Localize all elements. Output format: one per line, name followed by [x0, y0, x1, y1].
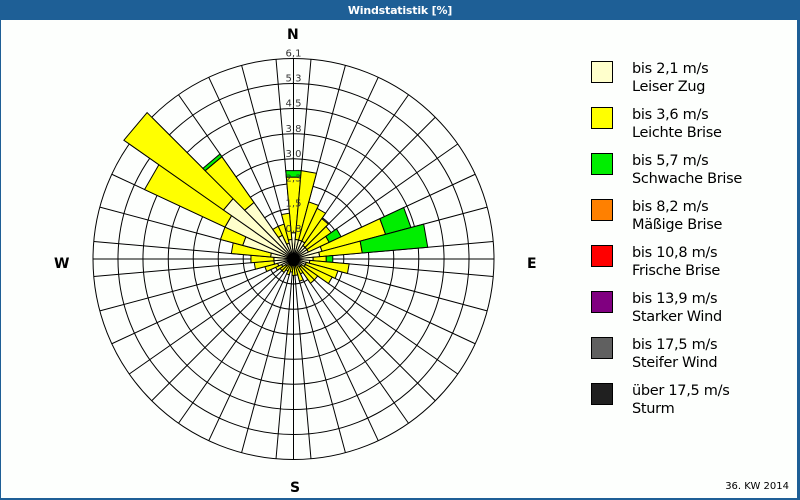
legend-range: bis 5,7 m/s [632, 153, 709, 169]
legend-range: bis 13,9 m/s [632, 291, 718, 307]
legend-swatch [591, 337, 613, 359]
legend-range: über 17,5 m/s [632, 383, 730, 399]
legend-swatch [591, 107, 613, 129]
wind-rose-chart: 0,8 1,5 2,3 3,0 3,8 4,5 5,3 6,1 [92, 49, 495, 460]
legend-label: bis 2,1 m/s Leiser Zug [632, 60, 709, 96]
legend-label: bis 3,6 m/s Leichte Brise [632, 106, 722, 142]
legend-swatch [591, 383, 613, 405]
petal-segment [301, 207, 327, 244]
ring-label: 3,8 [286, 124, 302, 135]
legend-category: Mäßige Brise [632, 217, 723, 233]
legend-label: bis 13,9 m/s Starker Wind [632, 290, 722, 326]
petal-segment [303, 263, 333, 285]
legend-category: Leiser Zug [632, 79, 706, 95]
legend-swatch [591, 245, 613, 267]
petal-segment [298, 201, 320, 242]
ring-labels: 0,8 1,5 2,3 3,0 3,8 4,5 5,3 6,1 [286, 49, 302, 236]
legend-range: bis 8,2 m/s [632, 199, 709, 215]
ring-label: 5,3 [286, 73, 302, 84]
compass-west-label: W [54, 256, 70, 272]
ring-label: 3,0 [286, 149, 302, 160]
legend-label: über 17,5 m/s Sturm [632, 382, 730, 418]
legend-category: Frische Brise [632, 263, 721, 279]
compass-south-label: S [290, 480, 301, 496]
compass-north-label: N [287, 27, 299, 43]
legend-range: bis 2,1 m/s [632, 61, 709, 77]
legend-swatch [591, 61, 613, 83]
wind-petals [123, 111, 429, 285]
compass-east-label: E [527, 256, 537, 272]
legend-range: bis 10,8 m/s [632, 245, 718, 261]
chart-panel: 0,8 1,5 2,3 3,0 3,8 4,5 5,3 6,1 N E S W bis 2,1… [1, 20, 797, 498]
legend-label: bis 17,5 m/s Steifer Wind [632, 336, 718, 372]
petal-segment [325, 255, 334, 263]
petal-segment [294, 170, 318, 241]
ring-label: 4,5 [286, 98, 302, 109]
ring-label: 0,8 [286, 224, 302, 235]
ring-label: 1,5 [286, 199, 302, 210]
legend-category: Leichte Brise [632, 125, 722, 141]
ring-label: 6,1 [286, 49, 302, 60]
legend-category: Starker Wind [632, 309, 722, 325]
legend-range: bis 17,5 m/s [632, 337, 718, 353]
legend-label: bis 5,7 m/s Schwache Brise [632, 152, 742, 188]
petal-segment [123, 111, 234, 211]
legend-label: bis 10,8 m/s Frische Brise [632, 244, 720, 280]
legend-range: bis 3,6 m/s [632, 107, 709, 123]
legend-category: Sturm [632, 401, 675, 417]
legend-label: bis 8,2 m/s Mäßige Brise [632, 198, 722, 234]
legend-swatch [591, 291, 613, 313]
petal-segment [280, 212, 293, 241]
legend-swatch [591, 153, 613, 175]
petal-segment [308, 259, 350, 275]
petal-segment [304, 261, 339, 280]
petal-segment [359, 223, 429, 254]
petal-segment [302, 217, 330, 249]
legend-category: Steifer Wind [632, 355, 718, 371]
petal-segment [298, 265, 316, 284]
legend-category: Schwache Brise [632, 171, 743, 187]
legend-swatch [591, 199, 613, 221]
window-title: Windstatistik [%] [347, 4, 453, 17]
petal-segment [202, 153, 223, 172]
period-label: 36. KW 2014 [725, 481, 789, 492]
center-hub [287, 253, 300, 265]
ring-label: 2,3 [286, 174, 302, 185]
